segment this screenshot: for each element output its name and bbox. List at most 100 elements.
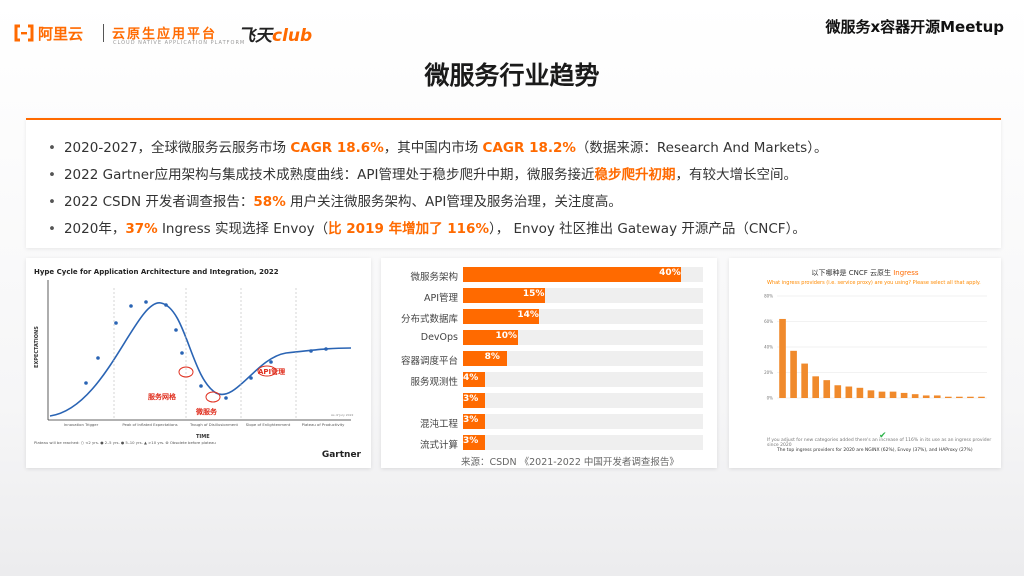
hype-cycle-panel: Hype Cycle for Application Architecture … <box>26 258 371 468</box>
y-tick-label: 80% <box>764 294 773 299</box>
bar-value-label: 8% <box>484 352 500 362</box>
cncf-title-text: 以下哪种是 CNCF 云原生 <box>811 269 891 277</box>
y-tick-label: 20% <box>764 370 773 375</box>
cncf-note: If you adjust for new categories added t… <box>767 438 992 448</box>
service-mesh-circle <box>178 366 194 378</box>
cncf-chart-panel: 以下哪种是 CNCF 云原生 Ingress What ingress prov… <box>729 258 1001 468</box>
bar-label: API管理 <box>423 293 458 304</box>
bar <box>463 309 540 324</box>
y-axis-label: EXPECTATIONS <box>34 326 40 368</box>
bullet-4-hl-b: 比 2019 年增加了 116% <box>328 221 489 237</box>
cncf-bar <box>900 392 908 398</box>
aliyun-logo-icon <box>14 24 34 42</box>
feitian-text: 飞天 <box>238 26 272 46</box>
bullet-4-text-c: ）， Envoy 社区推出 Gateway 开源产品（CNCF）。 <box>488 221 806 237</box>
bar-label: DevOps <box>420 332 458 343</box>
bar <box>463 351 507 366</box>
bar-value-label: 3% <box>463 394 479 404</box>
bar <box>463 330 518 345</box>
y-tick-label: 0% <box>767 396 774 401</box>
bullet-3-hl: 58% <box>253 194 286 210</box>
cncf-bar <box>845 386 853 398</box>
hype-legend: Plateau will be reached: ○ <2 yrs. ● 2–5… <box>34 440 216 445</box>
bar-value-label: 4% <box>463 373 479 383</box>
hype-curve <box>49 302 352 417</box>
cncf-bar <box>922 395 930 398</box>
y-tick-label: 60% <box>764 319 773 324</box>
logo-subtitle: 云原生应用平台 <box>112 27 218 42</box>
bullet-1-hl-b: CAGR 18.2% <box>482 140 576 156</box>
bar-track <box>463 330 703 345</box>
page-title: 微服务行业趋势 <box>424 61 600 90</box>
bullet-4-hl-a: 37% <box>125 221 158 237</box>
bullet-2-hl: 稳步爬升初期 <box>594 167 676 183</box>
bar-label: 分布式数据库 <box>400 314 458 325</box>
check-icon: ✔ <box>879 431 887 441</box>
bar-row: 流式计算 3% <box>381 435 717 452</box>
bar <box>463 372 485 387</box>
bullet-3-text-a: 2022 CSDN 开发者调查报告： <box>63 194 254 210</box>
cncf-bar <box>967 396 974 398</box>
x-axis-label: TIME <box>196 434 210 440</box>
cncf-bar <box>956 396 963 398</box>
csdn-bar-panel: 微服务架构 40% API管理 15% 分布式数据库 14% DevOps 10% 容器调度平台… <box>381 258 717 468</box>
bullet-1-text-b: ，其中国内市场 <box>383 140 483 156</box>
bullet-1-text-a: 2020-2027，全球微服务云服务市场 <box>63 140 291 156</box>
bar-track <box>463 351 703 366</box>
cncf-bar <box>933 395 941 398</box>
bar-value-label: 3% <box>463 415 479 425</box>
logo-divider <box>103 24 104 42</box>
logo-subtitle-english: CLOUD NATIVE APPLICATION PLATFORM <box>113 40 246 46</box>
hype-date: As of July 2022 <box>331 413 353 417</box>
bar-row: 分布式数据库 14% <box>381 309 717 326</box>
bar <box>463 393 485 408</box>
bar-track <box>463 372 703 387</box>
api-management-circle <box>257 365 277 377</box>
bullet-3-text-b: 用户关注微服务架构、API管理及服务治理，关注度高。 <box>285 194 622 210</box>
bullet-4-text-a: 2020年， <box>63 221 126 237</box>
cncf-footer: The top ingress providers for 2020 are N… <box>777 448 973 453</box>
logo-text: 阿里云 <box>38 25 84 43</box>
hype-dots <box>84 300 328 400</box>
cncf-bar <box>834 385 842 398</box>
bar-label: 微服务架构 <box>410 272 458 283</box>
bar-label: 容器调度平台 <box>400 356 458 367</box>
cncf-bar <box>978 396 985 398</box>
phase-label-3: Trough of Disillusionment <box>189 422 239 427</box>
bar-row: 容器调度平台 8% <box>381 351 717 368</box>
bar-value-label: 3% <box>463 436 479 446</box>
cncf-title: 以下哪种是 CNCF 云原生 Ingress <box>729 268 1001 278</box>
cncf-bar <box>823 380 831 398</box>
bar-track <box>463 414 703 429</box>
bar-row: 3% <box>381 393 717 410</box>
bar-row: API管理 15% <box>381 288 717 305</box>
bar-label: 流式计算 <box>419 440 458 451</box>
bar-track <box>463 393 703 408</box>
bar-track <box>463 435 703 450</box>
cncf-bar <box>856 387 864 398</box>
bar <box>463 267 682 282</box>
phase-label-4: Slope of Enlightenment <box>246 422 291 427</box>
phase-label-1: Innovation Trigger <box>64 422 99 427</box>
gartner-brand: Gartner <box>321 450 361 460</box>
bullet-2-text-b: ，有较大增长空间。 <box>675 167 797 183</box>
cncf-bar <box>867 390 875 398</box>
bar-value-label: 10% <box>495 331 518 341</box>
bullet-1: • 2020-2027，全球微服务云服务市场 CAGR 18.6%，其中国内市场 … <box>48 140 828 156</box>
cncf-bar <box>790 350 797 398</box>
phase-label-5: Plateau of Productivity <box>302 422 346 427</box>
cncf-chart-svg: 0% 20% 40% 60% 80% ✔ <box>764 294 987 441</box>
bullet-1-hl-a: CAGR 18.6% <box>290 140 384 156</box>
cncf-bar <box>779 318 786 398</box>
cncf-bar <box>878 391 886 398</box>
cncf-bar <box>945 396 952 398</box>
bar-row: 混沌工程 3% <box>381 414 717 431</box>
bar <box>463 414 485 429</box>
bar-value-label: 14% <box>517 310 539 320</box>
bullet-card: • 2020-2027，全球微服务云服务市场 CAGR 18.6%，其中国内市场 … <box>26 118 1001 248</box>
bar <box>463 435 485 450</box>
bar-value-label: 15% <box>522 289 545 299</box>
hype-cycle-figure: EXPECTATIONS TIME Innovation Trigger Pea… <box>34 280 353 445</box>
bar-label: 服务观测性 <box>410 377 458 388</box>
bar-value-label: 40% <box>659 268 681 278</box>
